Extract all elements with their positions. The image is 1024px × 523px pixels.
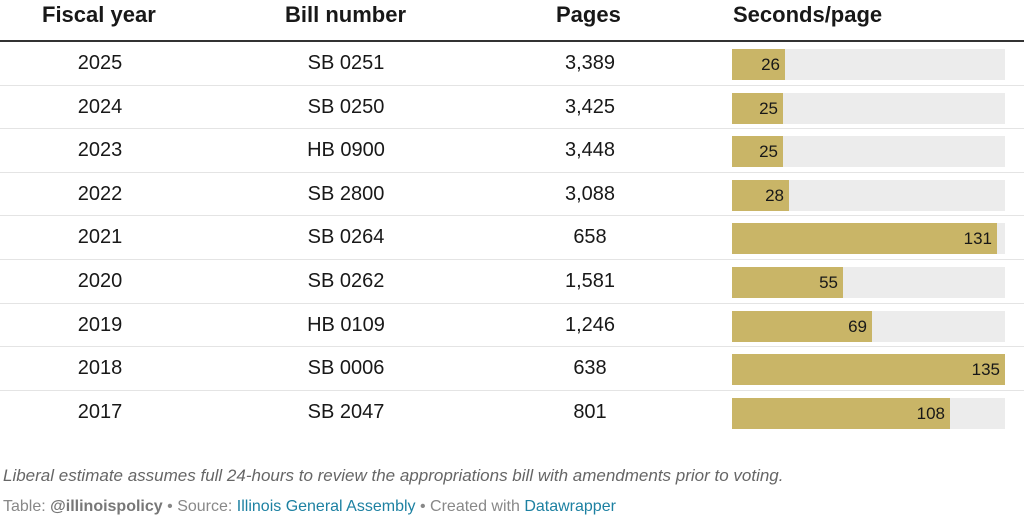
table-row: 2025 SB 0251 3,389 26 <box>0 42 1024 86</box>
bar-value-label: 108 <box>916 403 945 423</box>
bar-value-label: 25 <box>759 98 778 118</box>
cell-bill-number: SB 2047 <box>307 400 385 423</box>
seconds-bar <box>732 92 783 124</box>
bar-track: 108 <box>732 397 1005 429</box>
footer-source-label: Source: <box>177 498 233 515</box>
cell-fiscal-year: 2022 <box>77 182 123 205</box>
bar-value-label: 131 <box>963 229 992 249</box>
cell-pages: 3,448 <box>564 139 616 162</box>
table-note: Liberal estimate assumes full 24-hours t… <box>3 466 784 485</box>
table-header: Fiscal year Bill number Pages Seconds/pa… <box>0 0 1024 40</box>
bar-track: 131 <box>732 223 1005 255</box>
cell-bill-number: HB 0109 <box>307 313 385 336</box>
cell-fiscal-year: 2019 <box>77 313 123 336</box>
header-divider <box>0 40 1024 42</box>
table-row: 2018 SB 0006 638 135 <box>0 347 1024 391</box>
cell-fiscal-year: 2024 <box>77 95 123 118</box>
cell-bill-number: SB 0264 <box>307 226 385 249</box>
table-row: 2024 SB 0250 3,425 25 <box>0 86 1024 130</box>
table-row: 2017 SB 2047 801 108 <box>0 391 1024 435</box>
cell-fiscal-year: 2018 <box>77 357 123 380</box>
cell-pages: 638 <box>573 357 607 380</box>
cell-pages: 3,389 <box>564 52 616 74</box>
cell-bill-number: SB 0262 <box>307 269 385 292</box>
footer-created-label: Created with <box>430 498 520 515</box>
bar-track: 69 <box>732 310 1005 342</box>
cell-pages: 801 <box>573 400 607 423</box>
header-pages[interactable]: Pages <box>556 2 621 27</box>
seconds-bar <box>732 310 872 342</box>
table-body: 2025 SB 0251 3,389 26 2024 SB 0250 3,425 25 2023… <box>0 42 1024 434</box>
cell-bill-number: SB 0251 <box>307 52 385 74</box>
cell-fiscal-year: 2017 <box>77 400 123 423</box>
bar-track: 135 <box>732 354 1005 386</box>
datawrapper-link[interactable]: Datawrapper <box>524 498 616 515</box>
table-row: 2023 HB 0900 3,448 25 <box>0 129 1024 173</box>
cell-pages: 658 <box>573 226 607 249</box>
bar-value-label: 69 <box>848 316 867 336</box>
cell-pages: 1,246 <box>564 313 616 336</box>
cell-bill-number: SB 0006 <box>307 357 385 380</box>
bar-value-label: 28 <box>765 185 784 205</box>
cell-fiscal-year: 2023 <box>77 139 123 162</box>
footer-separator: • <box>167 498 173 515</box>
table-row: 2022 SB 2800 3,088 28 <box>0 173 1024 217</box>
source-link[interactable]: Illinois General Assembly <box>236 498 416 515</box>
cell-fiscal-year: 2021 <box>77 226 123 249</box>
footer-table-author: @illinoispolicy <box>50 498 163 515</box>
footer-separator: • <box>419 498 426 515</box>
cell-fiscal-year: 2020 <box>77 269 123 292</box>
seconds-bar <box>732 49 785 80</box>
seconds-bar <box>732 266 843 298</box>
seconds-bar <box>732 136 783 168</box>
footer-table-label: Table: <box>3 498 46 515</box>
seconds-bar <box>732 397 950 429</box>
cell-pages: 1,581 <box>564 269 616 292</box>
cell-bill-number: SB 0250 <box>307 95 385 118</box>
header-bill-number[interactable]: Bill number <box>285 2 407 27</box>
bar-value-label: 135 <box>971 360 1000 380</box>
header-seconds-per-page[interactable]: Seconds/page <box>733 2 883 27</box>
bar-track: 25 <box>732 136 1005 168</box>
bar-value-label: 25 <box>759 142 778 162</box>
seconds-bar <box>732 354 1005 386</box>
bar-track: 25 <box>732 92 1005 124</box>
seconds-bar <box>732 223 997 255</box>
footer: Table: @illinoispolicy • Source: Illinoi… <box>3 498 616 516</box>
table-row: 2019 HB 0109 1,246 69 <box>0 304 1024 348</box>
bar-value-label: 26 <box>761 55 780 74</box>
bar-track: 28 <box>732 179 1005 211</box>
cell-pages: 3,425 <box>564 95 616 118</box>
cell-pages: 3,088 <box>564 182 616 205</box>
bar-track: 55 <box>732 266 1005 298</box>
cell-bill-number: HB 0900 <box>307 139 385 162</box>
cell-bill-number: SB 2800 <box>307 182 385 205</box>
table-row: 2021 SB 0264 658 131 <box>0 216 1024 260</box>
bar-track: 26 <box>732 49 1005 80</box>
cell-fiscal-year: 2025 <box>77 52 123 74</box>
seconds-bar <box>732 179 789 211</box>
table-row: 2020 SB 0262 1,581 55 <box>0 260 1024 304</box>
bar-value-label: 55 <box>819 272 838 292</box>
header-fiscal-year[interactable]: Fiscal year <box>42 2 156 27</box>
